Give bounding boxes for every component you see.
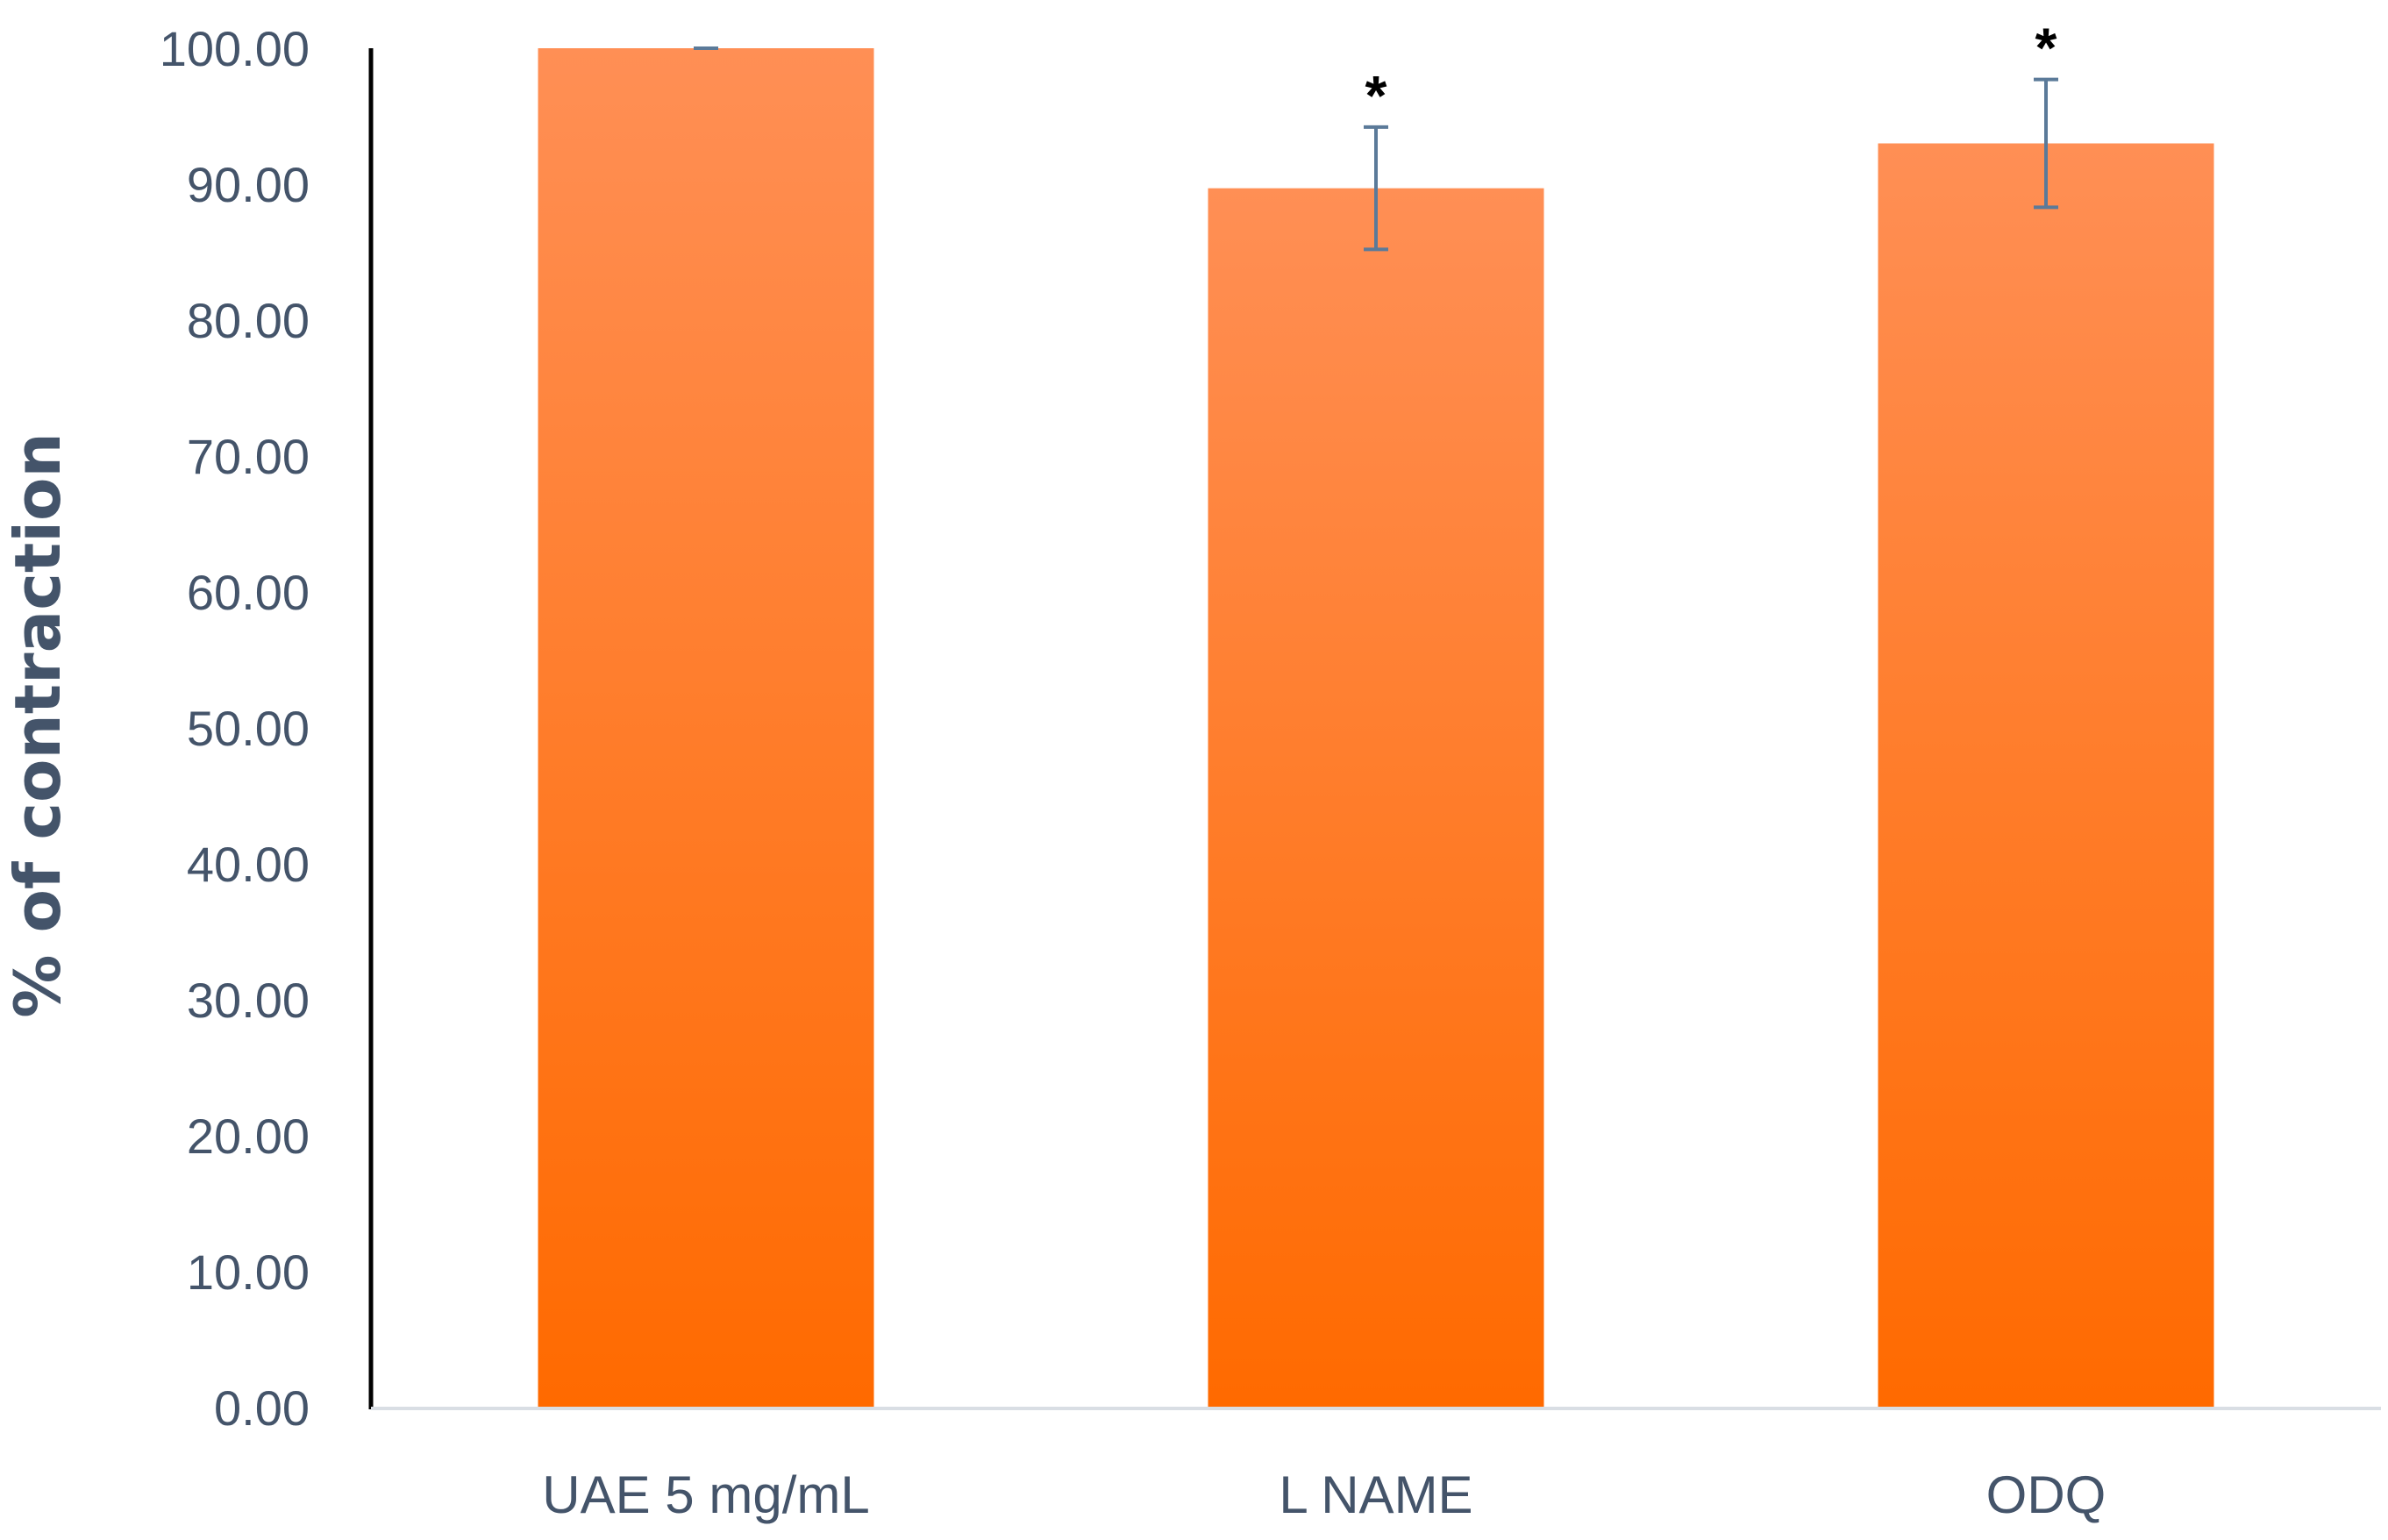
axes-layer	[368, 48, 2381, 1410]
y-tick-label: 50.00	[187, 701, 310, 756]
error-bars-layer	[694, 46, 2058, 252]
y-tick-label: 100.00	[160, 21, 310, 76]
significance-marker: *	[1365, 64, 1387, 127]
significance-marker: *	[2035, 17, 2057, 80]
labels-layer: UAE 5 mg/mL * L NAME * ODQ 0.00 10.00 20.00 30.0…	[160, 17, 2106, 1524]
y-tick-label: 0.00	[214, 1380, 310, 1436]
y-tick-label: 70.00	[187, 429, 310, 484]
y-tick-label: 90.00	[187, 157, 310, 212]
y-axis-title: % of contraction	[1, 432, 75, 1017]
x-tick-label: ODQ	[1986, 1465, 2106, 1524]
y-tick-label: 30.00	[187, 973, 310, 1028]
x-tick-label: UAE 5 mg/mL	[542, 1465, 869, 1524]
y-tick-label: 40.00	[187, 837, 310, 892]
bar	[1878, 143, 2214, 1408]
y-tick-label: 80.00	[187, 293, 310, 348]
bar	[1208, 188, 1544, 1408]
x-tick-label: L NAME	[1279, 1465, 1472, 1524]
bars-layer	[538, 48, 2214, 1408]
y-tick-label: 10.00	[187, 1244, 310, 1300]
bar	[538, 48, 874, 1408]
y-tick-label: 20.00	[187, 1109, 310, 1164]
y-tick-label: 60.00	[187, 565, 310, 620]
